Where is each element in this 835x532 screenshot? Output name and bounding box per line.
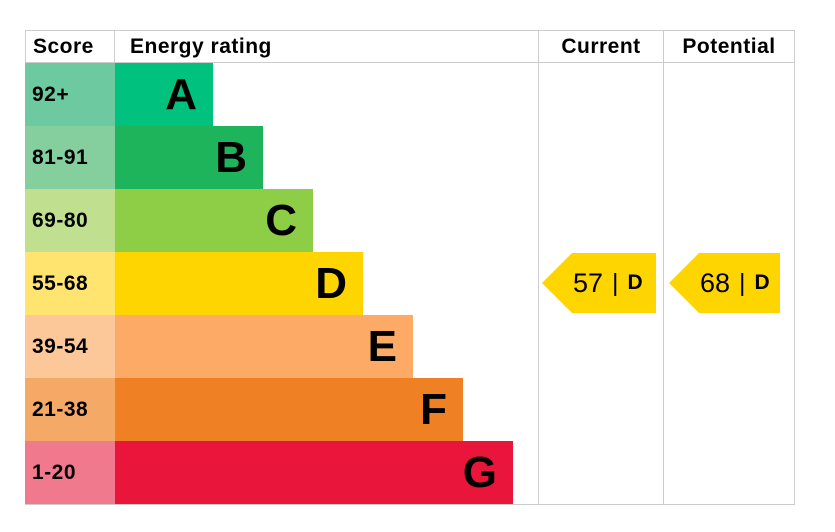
header-row: Score Energy rating Current Potential (25, 31, 795, 63)
band-row: 39-54 E (25, 315, 795, 378)
score-range-label: 81-91 (32, 145, 89, 169)
score-cell: 92+ (25, 63, 115, 126)
score-range-label: 69-80 (32, 208, 89, 232)
band-row: 81-91 B (25, 126, 795, 189)
band-letter: B (215, 132, 247, 182)
score-cell: 69-80 (25, 189, 115, 252)
score-cell: 1-20 (25, 441, 115, 504)
score-range-label: 39-54 (32, 334, 89, 358)
energy-rating-cell: B (115, 126, 538, 189)
potential-cell (663, 63, 795, 126)
epc-table: Score Energy rating Current Potential 92… (25, 30, 795, 505)
energy-rating-cell: D (115, 252, 538, 315)
potential-cell (663, 378, 795, 441)
band-letter: A (165, 69, 197, 119)
score-range-label: 21-38 (32, 397, 89, 421)
band-rows: 92+ A 81-91 B 69-80 C (25, 63, 795, 504)
current-cell (538, 378, 663, 441)
band-row: 92+ A (25, 63, 795, 126)
score-range-label: 1-20 (32, 460, 77, 484)
potential-cell (663, 126, 795, 189)
header-current: Current (538, 31, 663, 63)
band-letter: C (265, 195, 297, 245)
band-bar: F (115, 378, 463, 441)
score-cell: 21-38 (25, 378, 115, 441)
current-rating-letter: D (627, 271, 643, 294)
potential-cell (663, 441, 795, 504)
band-row: 21-38 F (25, 378, 795, 441)
energy-rating-cell: A (115, 63, 538, 126)
header-score: Score (25, 31, 115, 63)
potential-cell (663, 315, 795, 378)
current-cell (538, 63, 663, 126)
potential-rating-letter: D (754, 271, 770, 294)
energy-rating-cell: E (115, 315, 538, 378)
potential-separator: | (739, 268, 746, 297)
score-range-label: 55-68 (32, 271, 89, 295)
header-energy-rating: Energy rating (115, 31, 538, 63)
band-letter: G (462, 447, 497, 497)
band-bar: E (115, 315, 413, 378)
current-score-value: 57 (573, 267, 604, 298)
score-cell: 39-54 (25, 315, 115, 378)
current-separator: | (612, 268, 619, 297)
band-bar: A (115, 63, 213, 126)
current-cell (538, 441, 663, 504)
current-cell (538, 189, 663, 252)
band-row: 69-80 C (25, 189, 795, 252)
band-bar: C (115, 189, 313, 252)
potential-score-value: 68 (700, 267, 731, 298)
band-bar: G (115, 441, 513, 504)
band-letter: E (367, 321, 397, 371)
header-potential: Potential (663, 31, 795, 63)
current-cell (538, 315, 663, 378)
energy-rating-cell: G (115, 441, 538, 504)
band-letter: D (315, 258, 347, 308)
energy-rating-cell: F (115, 378, 538, 441)
score-range-label: 92+ (32, 82, 70, 106)
band-bar: D (115, 252, 363, 315)
energy-rating-cell: C (115, 189, 538, 252)
band-row: 1-20 G (25, 441, 795, 504)
score-cell: 81-91 (25, 126, 115, 189)
band-bar: B (115, 126, 263, 189)
score-cell: 55-68 (25, 252, 115, 315)
band-letter: F (420, 384, 447, 434)
current-cell (538, 126, 663, 189)
potential-cell (663, 189, 795, 252)
